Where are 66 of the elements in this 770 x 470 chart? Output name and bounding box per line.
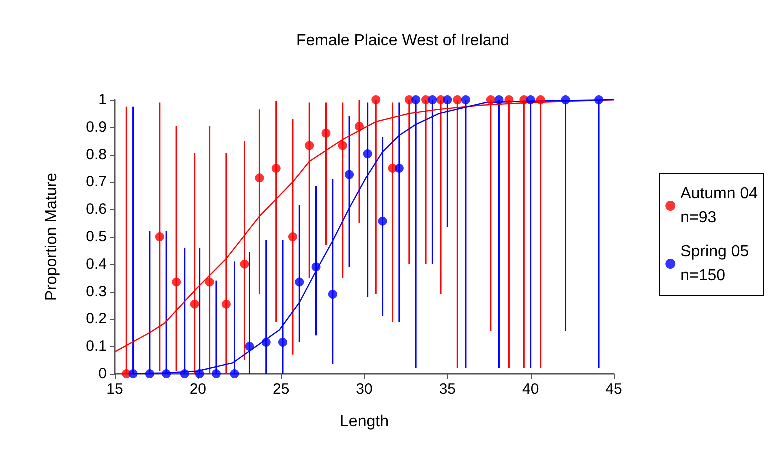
point — [594, 96, 604, 104]
y-tick-label: 0.4 — [86, 256, 107, 273]
y-tick-label: 0.5 — [86, 228, 107, 246]
point — [338, 141, 348, 150]
point — [205, 278, 214, 287]
point — [536, 96, 546, 104]
x-tick-label: 25 — [272, 381, 290, 398]
point — [305, 141, 314, 150]
point — [355, 122, 364, 132]
point — [561, 96, 570, 104]
point — [372, 96, 381, 104]
point — [504, 96, 514, 104]
point — [494, 96, 504, 104]
point — [378, 216, 388, 226]
x-tick-label: 20 — [190, 381, 207, 398]
y-tick-label: 0.1 — [86, 338, 107, 356]
point — [345, 170, 354, 180]
point — [255, 174, 264, 183]
point — [412, 96, 421, 104]
point — [190, 300, 200, 309]
point — [453, 96, 462, 104]
point — [486, 96, 496, 104]
y-tick-label: 0.6 — [86, 201, 107, 218]
x-tick-label: 15 — [106, 381, 124, 398]
point — [328, 290, 338, 300]
x-tick-label: 30 — [356, 381, 373, 398]
point — [461, 96, 470, 104]
point — [172, 278, 182, 287]
point — [428, 96, 438, 104]
point — [288, 232, 298, 242]
point — [526, 96, 536, 104]
x-tick-label: 40 — [522, 381, 540, 398]
point — [295, 278, 304, 287]
y-tick-label: 0.8 — [86, 146, 107, 164]
point — [322, 128, 331, 138]
x-axis-title: Length — [340, 414, 389, 430]
y-tick-label: 0.9 — [86, 118, 107, 136]
y-tick-label: 0 — [98, 366, 107, 382]
point — [145, 370, 154, 378]
point — [363, 149, 372, 158]
legend-label: Spring 05 n=150 — [680, 244, 750, 284]
point — [240, 260, 250, 269]
point — [262, 338, 271, 347]
point — [312, 262, 321, 272]
point — [195, 370, 204, 378]
point — [212, 370, 221, 378]
x-tick-label: 35 — [439, 381, 456, 398]
point — [278, 338, 288, 347]
point — [230, 370, 240, 378]
point — [180, 370, 190, 378]
point — [245, 342, 254, 352]
y-tick-label: 0.3 — [86, 283, 107, 300]
point — [162, 370, 172, 378]
legend-label: Autumn 04 n=93 — [680, 186, 758, 226]
chart-title: Female Plaice West of Ireland — [296, 32, 510, 50]
x-tick-label: 45 — [606, 381, 622, 398]
y-tick-label: 0.7 — [86, 174, 107, 191]
y-axis-title: Proportion Mature — [44, 172, 60, 302]
point — [272, 164, 281, 173]
y-tick-label: 1 — [98, 92, 107, 108]
point — [394, 164, 404, 173]
y-tick-label: 0.2 — [86, 310, 107, 328]
point — [443, 96, 452, 104]
point — [222, 300, 231, 309]
point — [128, 370, 138, 378]
point — [155, 232, 164, 242]
